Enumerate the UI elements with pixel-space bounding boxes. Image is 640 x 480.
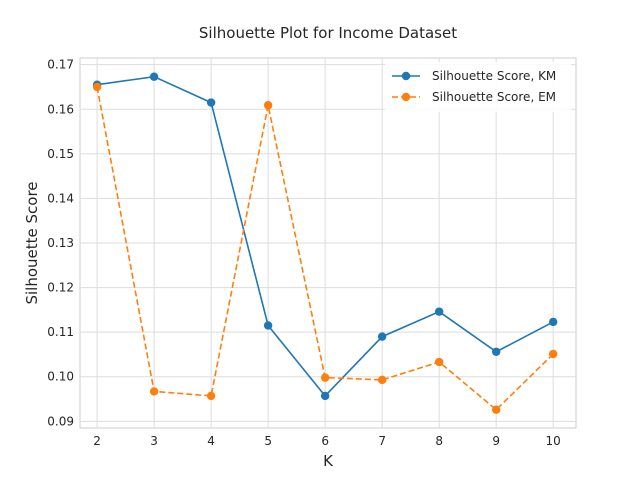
- data-point-em: [263, 101, 273, 110]
- x-tick-label: 7: [378, 434, 386, 448]
- y-axis-label: Silhouette Score: [23, 181, 41, 304]
- data-point-km: [434, 307, 444, 316]
- x-tick-label: 4: [207, 434, 215, 448]
- x-tick-label: 2: [93, 434, 101, 448]
- x-tick-label: 10: [546, 434, 561, 448]
- data-point-km: [149, 72, 159, 81]
- y-tick-label: 0.13: [47, 236, 74, 250]
- data-point-em: [377, 375, 387, 385]
- y-tick-label: 0.09: [47, 414, 74, 428]
- x-axis-label: K: [323, 452, 334, 470]
- data-point-km: [263, 321, 273, 330]
- data-point-km: [320, 391, 330, 401]
- data-point-em: [548, 349, 558, 359]
- data-point-em: [92, 82, 102, 92]
- y-tick-label: 0.11: [47, 325, 74, 339]
- data-point-em: [434, 357, 444, 367]
- series-group: [92, 72, 558, 414]
- data-point-km: [206, 98, 216, 107]
- data-point-em: [206, 391, 216, 401]
- x-tick-labels: 2 3 4 5 6 7 8 9 10: [93, 434, 561, 448]
- x-tick-label: 6: [321, 434, 329, 448]
- data-point-km: [548, 317, 558, 327]
- legend: Silhouette Score, KM Silhouette Score, EM: [385, 62, 571, 112]
- x-tick-label: 3: [150, 434, 158, 448]
- y-tick-label: 0.12: [47, 281, 74, 295]
- x-tick-label: 8: [435, 434, 443, 448]
- x-tick-label: 9: [492, 434, 500, 448]
- chart-title: Silhouette Plot for Income Dataset: [199, 24, 457, 42]
- legend-marker-km: [401, 71, 411, 81]
- legend-box: [385, 62, 571, 112]
- data-point-km: [377, 332, 387, 341]
- grid-lines: [80, 58, 576, 428]
- legend-label-em: Silhouette Score, EM: [432, 90, 556, 104]
- legend-label-km: Silhouette Score, KM: [432, 69, 556, 83]
- y-tick-labels: 0.09 0.10 0.11 0.12 0.13 0.14 0.15 0.16 0.17: [47, 58, 74, 429]
- y-tick-label: 0.15: [47, 147, 74, 161]
- data-point-em: [491, 405, 501, 414]
- y-tick-label: 0.17: [47, 58, 74, 72]
- x-tick-label: 5: [264, 434, 272, 448]
- data-point-em: [320, 373, 330, 382]
- data-point-em: [149, 387, 159, 396]
- y-tick-label: 0.10: [47, 370, 74, 384]
- y-tick-label: 0.16: [47, 102, 74, 116]
- data-point-km: [491, 347, 501, 356]
- legend-marker-em: [401, 92, 411, 102]
- y-tick-label: 0.14: [47, 191, 74, 205]
